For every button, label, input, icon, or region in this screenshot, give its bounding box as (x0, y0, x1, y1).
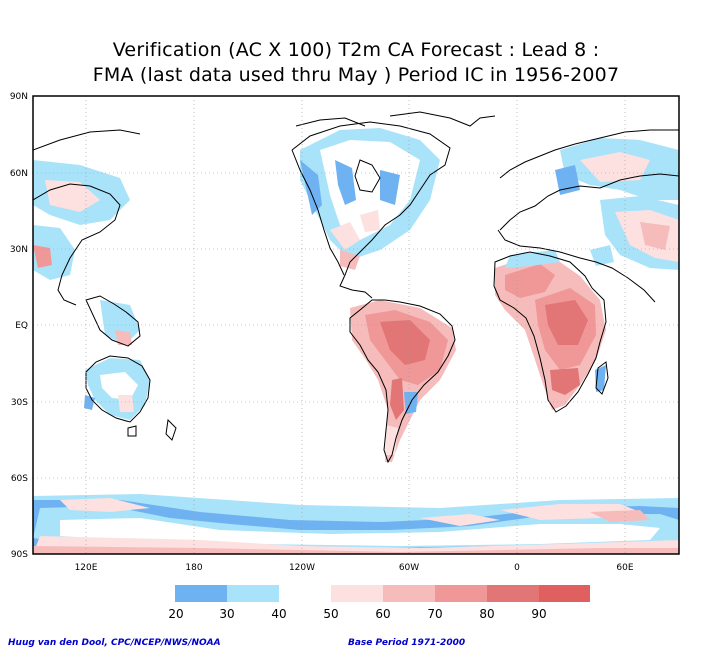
latitude-labels: 90N 60N 30N EQ 30S 60S 90S (10, 92, 28, 560)
north-america-shading (300, 128, 440, 270)
map-title: Verification (AC X 100) T2m CA Forecast … (0, 38, 712, 88)
longitude-labels: 120E 180 120W 60W 0 60E (75, 563, 634, 573)
lon-label: 60E (616, 563, 633, 573)
lat-label: EQ (15, 321, 28, 331)
lat-label: 60N (10, 169, 28, 179)
lon-label: 120E (75, 563, 98, 573)
title-line-1: Verification (AC X 100) T2m CA Forecast … (112, 39, 600, 61)
lon-label: 120W (289, 563, 315, 573)
colorbar-swatch (227, 585, 279, 602)
map-frame (32, 95, 680, 555)
lat-label: 90S (11, 550, 28, 560)
lat-label: 30N (10, 245, 28, 255)
colorbar-label: 70 (427, 607, 442, 621)
colorbar-swatch (383, 585, 435, 602)
lat-label: 90N (10, 92, 28, 102)
colorbar-label: 80 (479, 607, 494, 621)
colorbar-label: 90 (531, 607, 546, 621)
colorbar-swatch (435, 585, 487, 602)
credit-author: Huug van den Dool, CPC/NCEP/NWS/NOAA (8, 638, 221, 648)
colorbar-swatch (487, 585, 539, 602)
colorbar-label: 30 (219, 607, 234, 621)
lon-label: 180 (185, 563, 202, 573)
colorbar-label: 20 (168, 607, 183, 621)
title-line-2: FMA (last data used thru May ) Period IC… (92, 64, 620, 86)
graticule (33, 96, 679, 554)
colorbar-label: 40 (271, 607, 286, 621)
lon-label: 60W (399, 563, 419, 573)
colorbar-swatch (331, 585, 383, 602)
coastlines (33, 111, 679, 464)
colorbar-label: 50 (323, 607, 338, 621)
lat-label: 60S (11, 474, 28, 484)
south-america-shading (350, 300, 456, 462)
antarctica-shading (33, 494, 679, 554)
map-field (33, 111, 679, 554)
lat-label: 30S (11, 398, 28, 408)
colorbar-swatch (175, 585, 227, 602)
credit-base-period: Base Period 1971-2000 (348, 638, 466, 648)
colorbar-label: 60 (375, 607, 390, 621)
colorbar-swatch (279, 585, 331, 602)
lon-label: 0 (514, 563, 520, 573)
colorbar-swatch (539, 585, 590, 602)
australia-shading (84, 358, 150, 420)
africa-shading (495, 250, 606, 410)
colorbar: 20 30 40 50 60 70 80 90 (168, 585, 590, 621)
